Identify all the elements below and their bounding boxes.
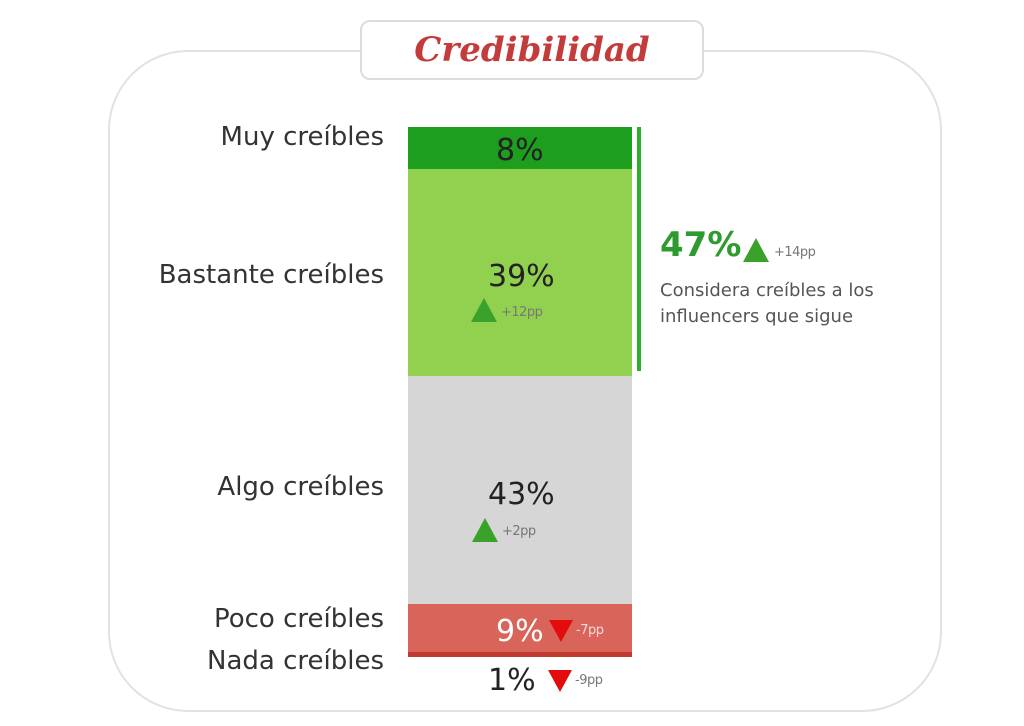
- category-label-muy: Muy creíbles: [220, 122, 384, 152]
- summary-text: Considera creíbles a los influencers que…: [660, 280, 874, 328]
- bar-segment-poco: [408, 604, 632, 652]
- up-triangle-icon: [471, 298, 497, 322]
- bar-segment-bastante: [408, 169, 632, 377]
- category-label-poco: Poco creíbles: [213, 604, 384, 634]
- up-triangle-icon: [743, 238, 769, 262]
- change-label-algo: +2pp: [502, 524, 536, 539]
- summary-change: +14pp: [774, 245, 816, 260]
- bar-segment-muy: [408, 127, 632, 170]
- category-label-bastante: Bastante creíbles: [158, 260, 384, 290]
- value-label-nada: 1%: [488, 663, 536, 698]
- category-label-algo: Algo creíbles: [217, 472, 384, 502]
- down-triangle-icon: [549, 620, 573, 642]
- value-label-muy: 8%: [496, 133, 544, 168]
- summary-bracket-line: [637, 127, 641, 371]
- value-label-algo: 43%: [488, 477, 555, 512]
- value-label-poco: 9%: [496, 614, 544, 649]
- down-triangle-icon: [548, 670, 572, 692]
- change-label-poco: -7pp: [576, 623, 604, 638]
- bar-segment-nada: [408, 651, 632, 657]
- title-box: Credibilidad: [360, 20, 704, 80]
- change-label-bastante: +12pp: [501, 305, 543, 320]
- bar-segment-algo: [408, 376, 632, 604]
- chart-title: Credibilidad: [414, 30, 650, 70]
- category-label-nada: Nada creíbles: [207, 646, 384, 676]
- summary-value: 47%: [660, 225, 742, 265]
- up-triangle-icon: [472, 518, 498, 542]
- value-label-bastante: 39%: [488, 259, 555, 294]
- change-label-nada: -9pp: [575, 673, 603, 688]
